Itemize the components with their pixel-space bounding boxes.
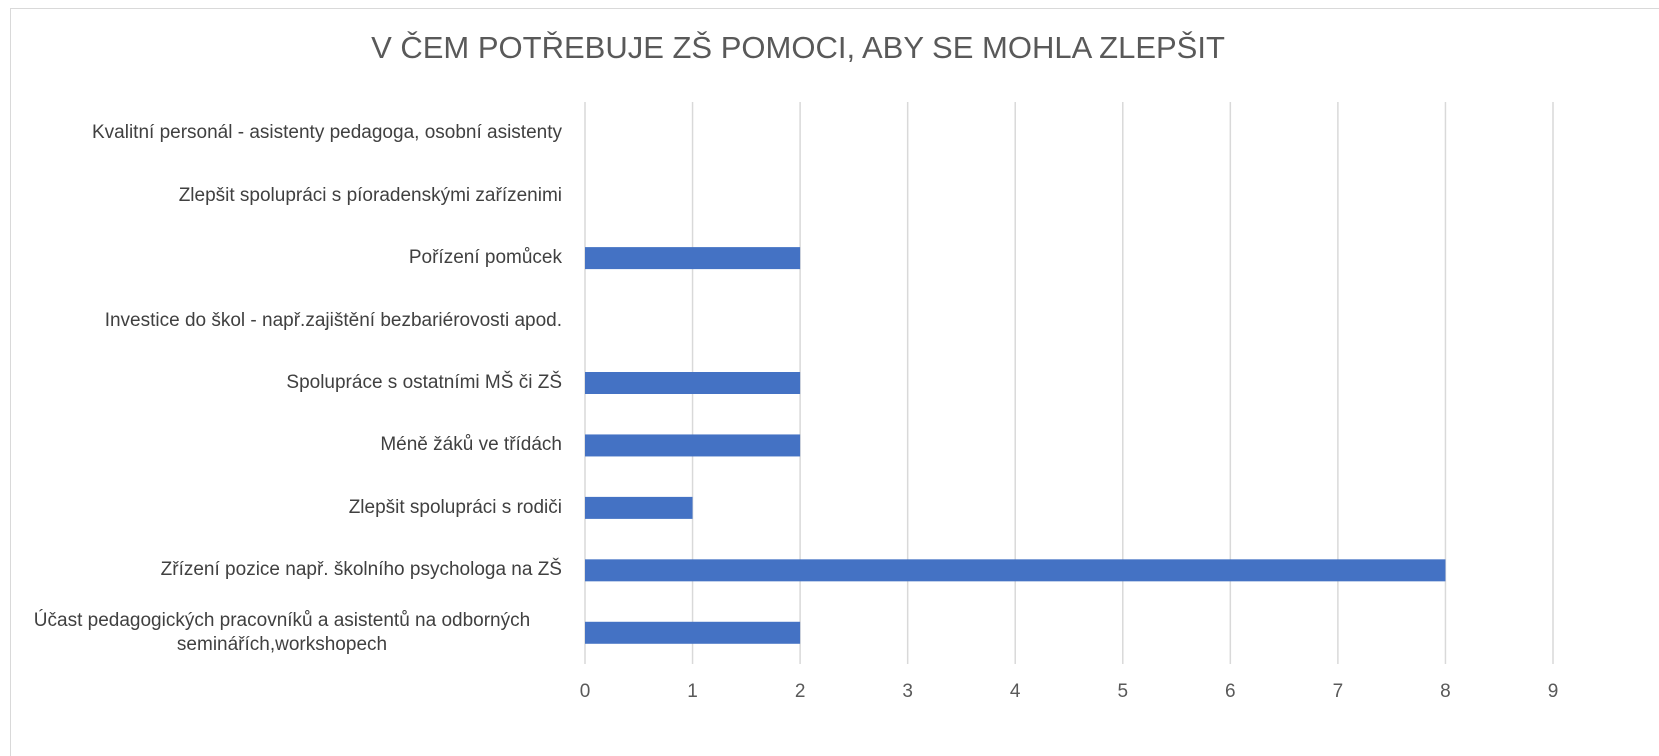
bar <box>585 496 693 519</box>
y-tick-label: Spolupráce s ostatními MŠ či ZŠ <box>2 371 562 395</box>
category-text: Kvalitní personál - asistenty pedagoga, … <box>91 122 562 144</box>
bar <box>585 621 801 644</box>
x-tick-label: 8 <box>1440 681 1451 702</box>
y-tick-label: Zlepšit spolupráci s rodiči <box>2 496 562 520</box>
x-tick-label: 6 <box>1225 681 1236 702</box>
x-tick-label: 3 <box>902 681 913 702</box>
category-text: Investice do škol - např.zajištění bezba… <box>104 309 562 331</box>
x-tick-label: 4 <box>1010 681 1021 702</box>
chart-title: V ČEM POTŘEBUJE ZŠ POMOCI, ABY SE MOHLA … <box>371 30 1225 65</box>
x-tick-label: 7 <box>1333 681 1344 702</box>
category-text: Pořízení pomůcek <box>408 247 562 269</box>
category-text: Méně žáků ve třídách <box>380 434 562 456</box>
y-tick-label: Investice do škol - např.zajištění bezba… <box>2 309 562 333</box>
x-tick-label: 5 <box>1117 681 1128 702</box>
category-text: Zlepšit spolupráci s píoradenskými zaříz… <box>178 184 562 206</box>
bar <box>585 434 801 457</box>
category-text: Spolupráce s ostatními MŠ či ZŠ <box>286 372 562 393</box>
bar <box>585 372 801 394</box>
x-tick-label: 9 <box>1548 681 1559 702</box>
y-tick-label: Účast pedagogických pracovníků a asisten… <box>2 609 562 657</box>
chart-frame <box>10 8 1659 756</box>
category-text: Účast pedagogických pracovníků a asisten… <box>33 609 531 655</box>
y-tick-label: Kvalitní personál - asistenty pedagoga, … <box>2 121 562 145</box>
y-tick-label: Méně žáků ve třídách <box>2 433 562 457</box>
y-tick-label: Pořízení pomůcek <box>2 246 562 270</box>
x-tick-label: 2 <box>795 681 806 702</box>
bar <box>585 559 1446 582</box>
bar <box>585 247 801 270</box>
category-text: Zlepšit spolupráci s rodiči <box>348 496 562 518</box>
y-tick-label: Zlepšit spolupráci s píoradenskými zaříz… <box>2 184 562 208</box>
category-text: Zřízení pozice např. školního psychologa… <box>160 559 562 581</box>
x-tick-label: 0 <box>580 681 591 702</box>
y-tick-label: Zřízení pozice např. školního psychologa… <box>2 558 562 582</box>
x-tick-label: 1 <box>687 681 698 702</box>
